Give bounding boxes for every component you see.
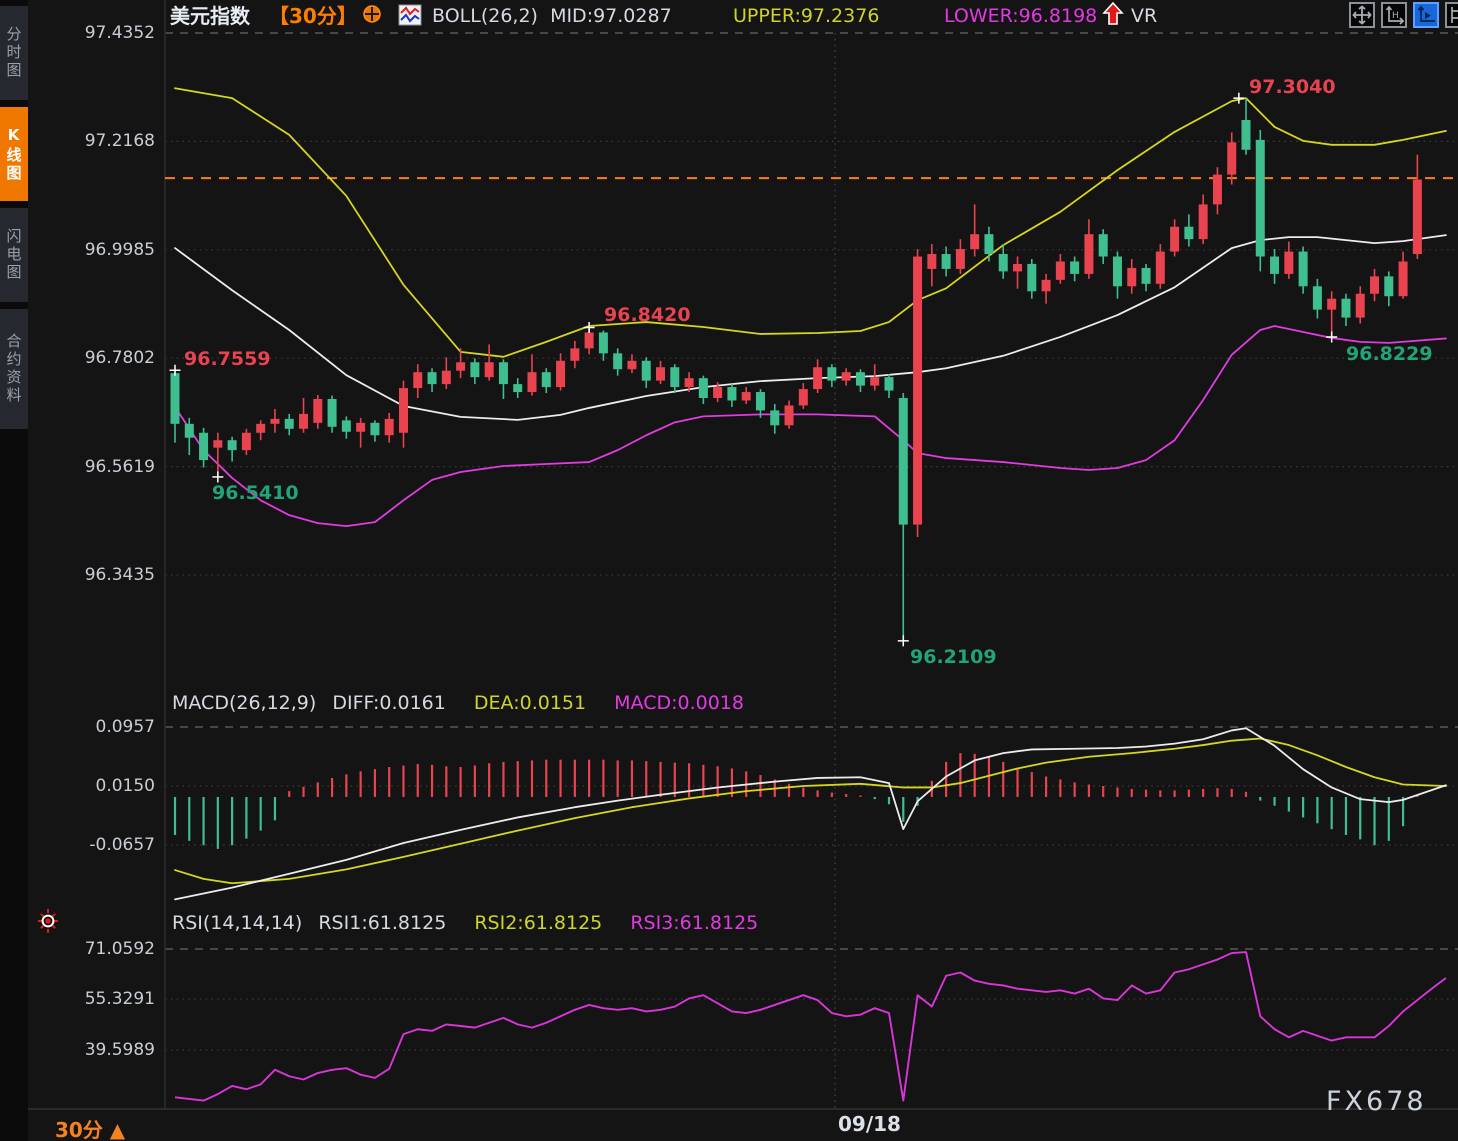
pan-crosshair-icon[interactable] <box>1349 2 1375 28</box>
indicator-chart-icon[interactable] <box>398 4 422 30</box>
price-up-arrow-icon <box>1102 1 1124 30</box>
period-label: 【30分】 <box>269 4 357 28</box>
y-axis-label: 96.9985 <box>84 239 155 260</box>
macd-macd-value: MACD:0.0018 <box>614 692 744 714</box>
y-axis-label: 96.7802 <box>84 348 155 369</box>
axis-scale-h-icon[interactable]: H <box>1381 2 1407 28</box>
y-axis-label: -0.0657 <box>89 835 155 855</box>
y-axis-label: 96.5619 <box>84 456 155 477</box>
price-annotation-low: 96.8229 <box>1346 343 1433 365</box>
date-label: 09/18 <box>838 1112 901 1136</box>
fx678-watermark: FX678 <box>1326 1086 1427 1117</box>
macd-name: MACD(26,12,9) <box>172 692 317 714</box>
sidebar-tab-time-chart[interactable]: 分时图 <box>0 6 28 100</box>
chart-toolbar: H <box>1349 2 1458 28</box>
price-annotation-low: 96.2109 <box>910 646 997 668</box>
rsi-header: RSI(14,14,14) RSI1:61.8125 RSI2:61.8125 … <box>172 912 758 934</box>
price-annotation-high: 97.3040 <box>1249 76 1336 98</box>
y-axis-label: 0.0957 <box>95 717 155 737</box>
sidebar-chart-type-tabs: 分时图 K线图闪电图合约资料 <box>0 0 28 1141</box>
y-axis-label: 97.2168 <box>84 131 155 152</box>
clipped-toolbar-icon[interactable] <box>1445 2 1458 28</box>
sidebar-tab-candle-chart[interactable]: K线图 <box>0 107 28 201</box>
sidebar-tab-contract-info[interactable]: 合约资料 <box>0 309 28 429</box>
boll-readout: BOLL(26,2) MID:97.0287 <box>432 3 672 29</box>
symbol-title: 美元指数 <box>170 4 250 28</box>
rsi3-value: RSI3:61.8125 <box>630 912 759 934</box>
boll-lower-value: LOWER:96.8198 <box>944 5 1098 27</box>
price-annotation-high: 96.8420 <box>604 304 691 326</box>
sidebar-tab-lightning-chart[interactable]: 闪电图 <box>0 208 28 302</box>
rsi2-value: RSI2:61.8125 <box>474 912 603 934</box>
y-axis-label: 55.3291 <box>84 989 155 1009</box>
y-axis-label: 97.4352 <box>84 23 155 43</box>
boll-upper-value: UPPER:97.2376 <box>733 5 880 27</box>
price-annotation-high: 96.7559 <box>184 348 271 370</box>
y-axis-label: 96.3435 <box>84 565 155 585</box>
live-alert-icon <box>35 905 61 941</box>
y-axis-label: 39.5989 <box>84 1040 155 1060</box>
macd-diff-value: DIFF:0.0161 <box>332 692 446 714</box>
svg-text:H: H <box>1392 11 1399 21</box>
zoom-out-icon[interactable] <box>362 4 382 28</box>
axis-scale-active-icon[interactable] <box>1413 2 1439 28</box>
macd-header: MACD(26,12,9) DIFF:0.0161 DEA:0.0151 MAC… <box>172 692 744 714</box>
rsi1-value: RSI1:61.8125 <box>318 912 447 934</box>
macd-dea-value: DEA:0.0151 <box>473 692 587 714</box>
y-axis-label: 0.0150 <box>95 776 155 796</box>
price-annotation-low: 96.5410 <box>212 482 299 504</box>
rsi-name: RSI(14,14,14) <box>172 912 303 934</box>
vr-indicator-label[interactable]: VR <box>1131 5 1158 27</box>
boll-name: BOLL(26,2) <box>432 5 538 27</box>
timeframe-selector[interactable]: 30分 ▲ <box>55 1118 126 1141</box>
boll-mid-value: MID:97.0287 <box>550 5 672 27</box>
y-axis-label: 71.0592 <box>84 939 155 959</box>
